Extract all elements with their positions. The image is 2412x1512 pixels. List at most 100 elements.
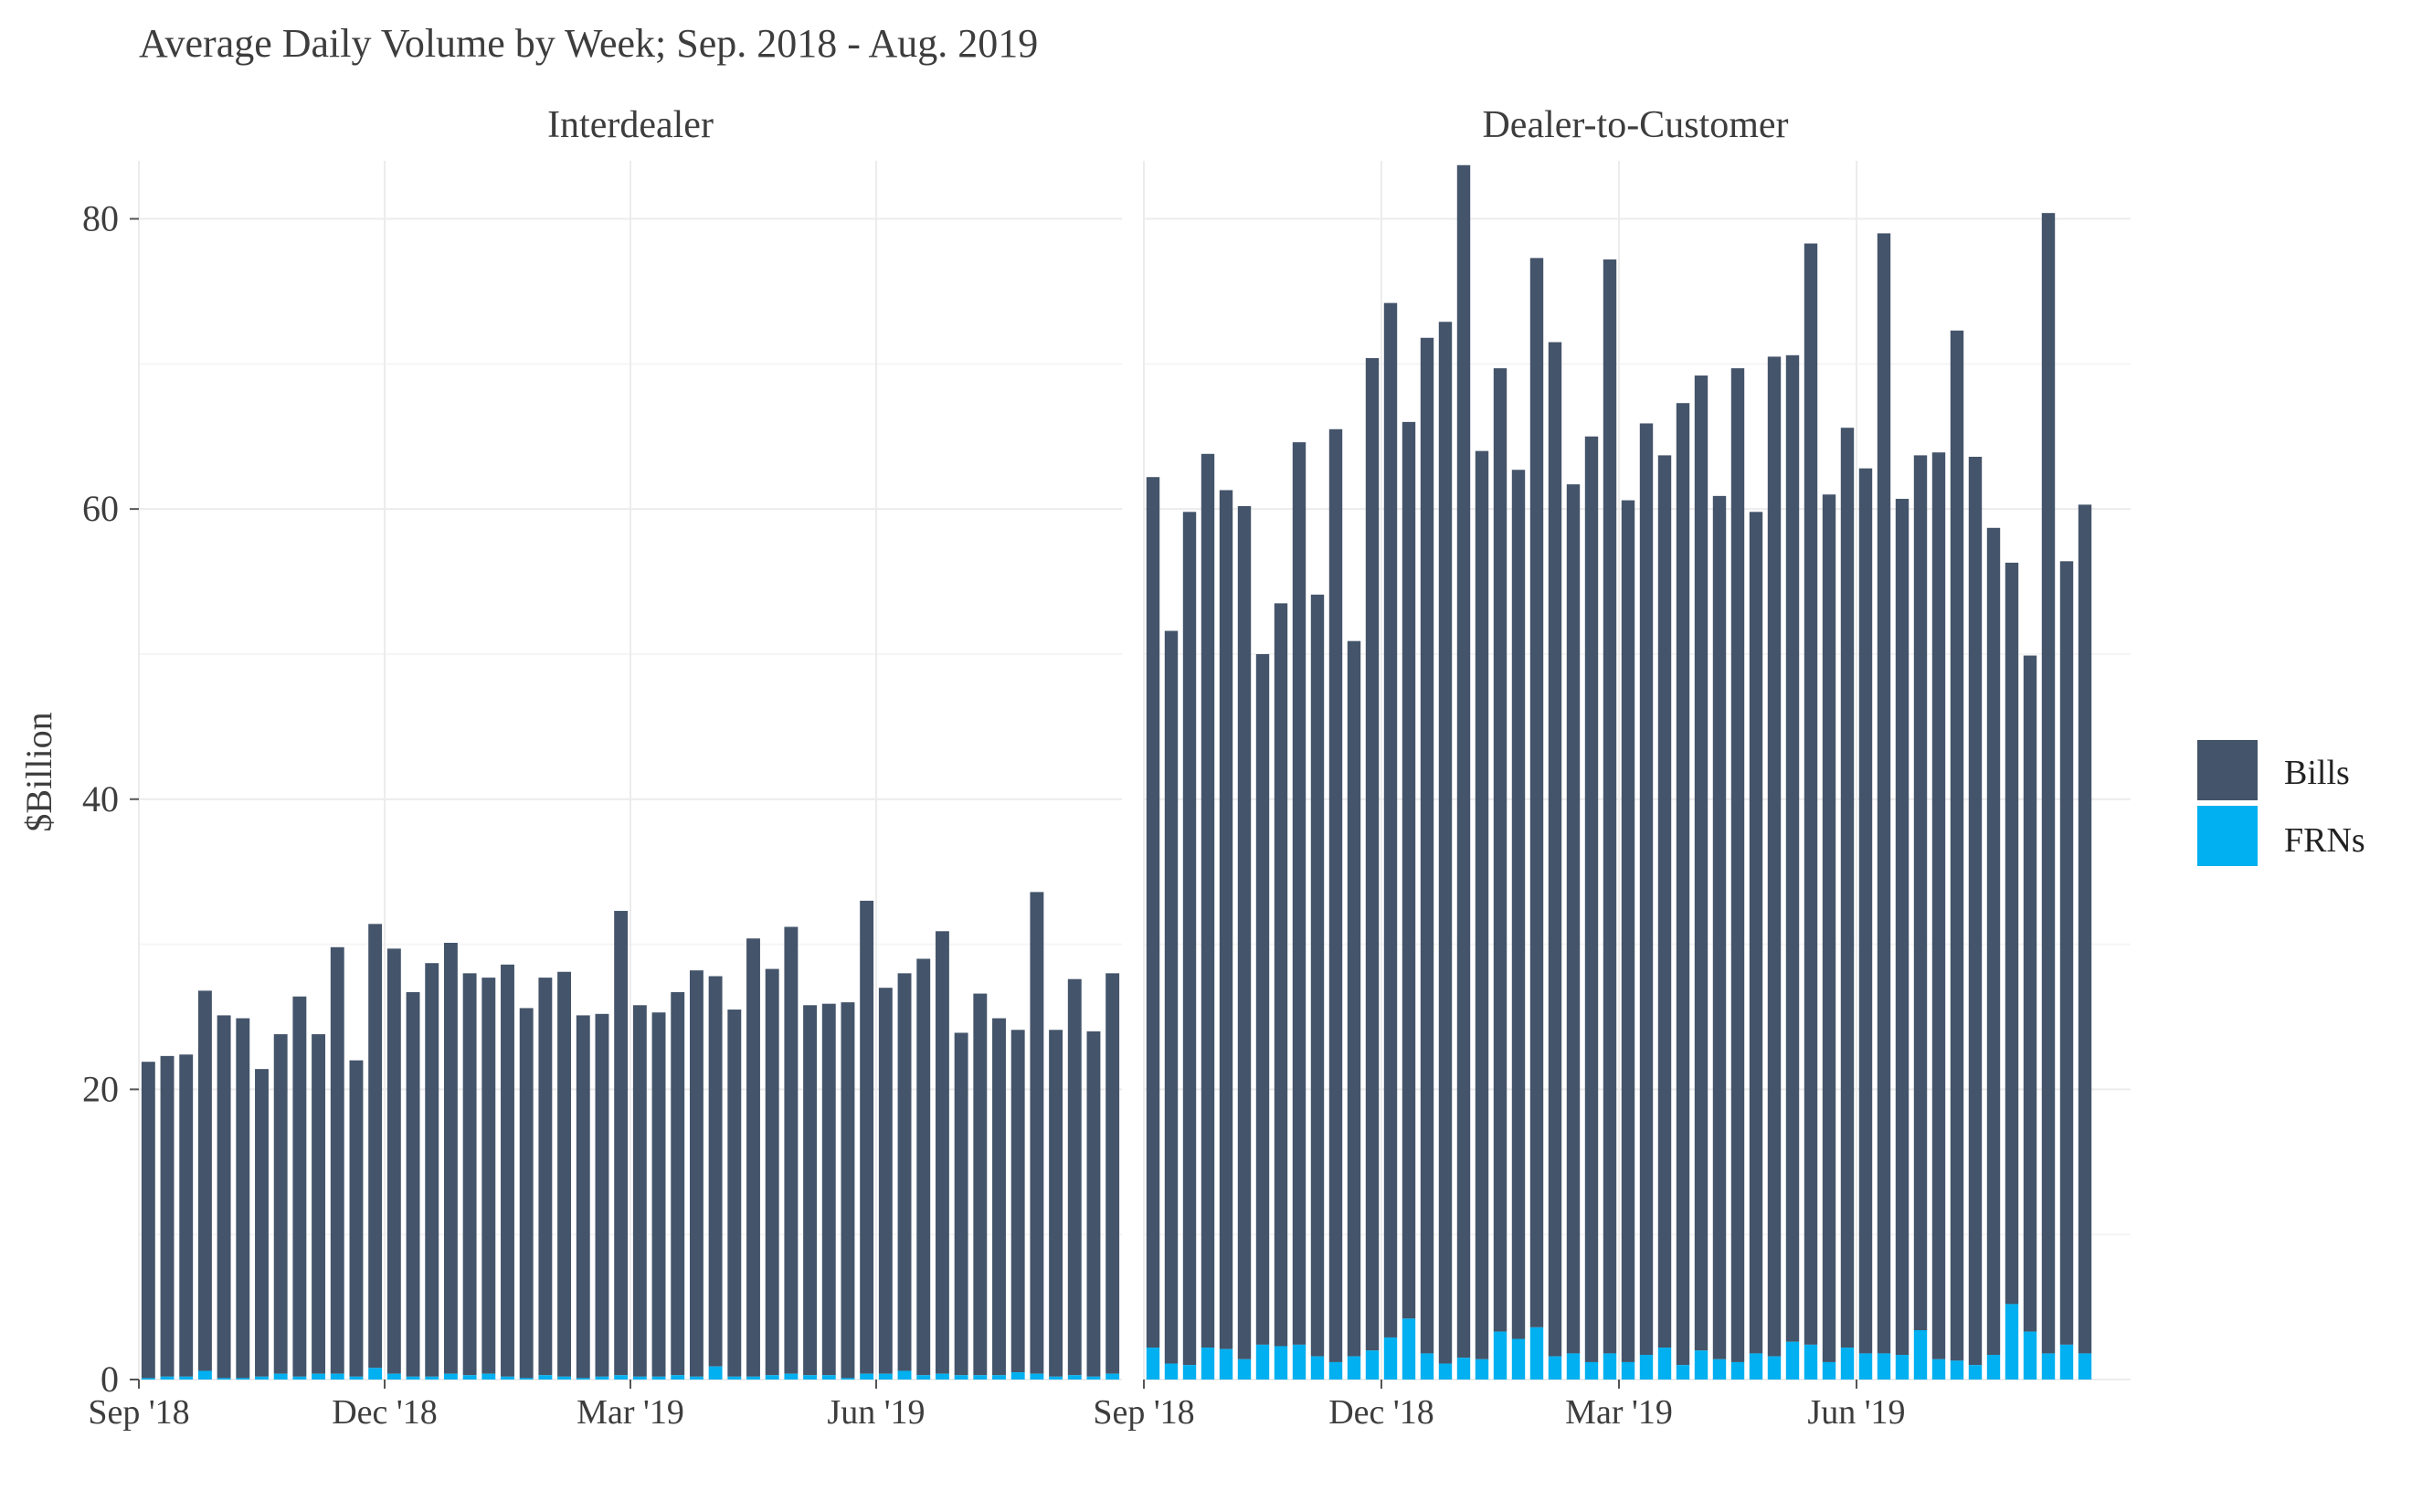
bar-frns: [1067, 1375, 1082, 1380]
bar-bills: [916, 958, 931, 1376]
bar-bills: [2041, 213, 2056, 1354]
bar-frns: [708, 1366, 723, 1380]
bar-bills: [1676, 403, 1690, 1366]
x-tick-label: Dec '18: [1328, 1393, 1434, 1432]
bar-frns: [1895, 1355, 1910, 1380]
bar-frns: [1049, 1376, 1063, 1380]
bar-frns: [614, 1375, 629, 1380]
bar-bills: [1639, 423, 1654, 1356]
bar-frns: [538, 1375, 553, 1380]
bar-bills: [746, 938, 760, 1377]
bar-frns: [1106, 1373, 1120, 1380]
bar-frns: [576, 1378, 590, 1380]
bar-frns: [1456, 1358, 1471, 1380]
bar-bills: [1328, 428, 1343, 1362]
bar-frns: [916, 1375, 931, 1380]
bar-frns: [292, 1376, 307, 1380]
bars-layer: [141, 164, 2092, 1380]
x-tick-label: Jun '19: [827, 1393, 925, 1432]
bar-bills: [1621, 500, 1635, 1362]
bar-frns: [2005, 1304, 2019, 1380]
bar-frns: [671, 1375, 685, 1380]
bar-bills: [1712, 495, 1727, 1359]
bar-bills: [406, 991, 420, 1377]
bar-bills: [1106, 973, 1120, 1374]
bar-frns: [1822, 1361, 1836, 1380]
bar-bills: [1694, 375, 1708, 1351]
bar-frns: [2041, 1353, 2056, 1380]
bar-frns: [330, 1373, 344, 1380]
bar-bills: [1968, 456, 1983, 1366]
bar-bills: [1030, 892, 1044, 1374]
bar-frns: [1328, 1361, 1343, 1380]
bar-bills: [1804, 243, 1818, 1345]
bar-bills: [481, 978, 496, 1374]
bar-bills: [727, 1010, 742, 1377]
bar-frns: [160, 1376, 175, 1380]
legend-swatch-bills: [2197, 740, 2258, 800]
bar-frns: [1840, 1348, 1855, 1380]
bar-bills: [1767, 356, 1782, 1357]
bar-frns: [179, 1376, 194, 1380]
bar-bills: [1931, 452, 1946, 1359]
bar-bills: [2023, 655, 2037, 1332]
bar-frns: [1438, 1363, 1453, 1380]
bar-bills: [897, 973, 912, 1371]
panel-grids: [138, 161, 2131, 1380]
bar-bills: [632, 1005, 647, 1377]
bar-frns: [689, 1376, 704, 1380]
bar-bills: [501, 964, 514, 1377]
bar-frns: [557, 1376, 572, 1380]
bar-frns: [1804, 1344, 1818, 1380]
bar-bills: [1347, 640, 1361, 1357]
bar-bills: [1067, 978, 1082, 1376]
bar-bills: [386, 948, 401, 1374]
bar-frns: [1621, 1361, 1635, 1380]
bar-frns: [1274, 1346, 1288, 1380]
bar-bills: [1365, 357, 1380, 1351]
bar-frns: [1493, 1331, 1508, 1380]
bar-frns: [519, 1378, 534, 1380]
legend-label-frns: FRNs: [2284, 821, 2365, 860]
bar-frns: [1548, 1356, 1562, 1380]
x-tick-label: Dec '18: [332, 1393, 438, 1432]
bar-bills: [1529, 258, 1544, 1327]
bar-bills: [708, 976, 723, 1367]
bar-bills: [1201, 453, 1215, 1348]
bar-bills: [765, 968, 779, 1376]
bar-bills: [2005, 562, 2019, 1305]
bar-frns: [349, 1376, 364, 1380]
y-tick-label: 80: [82, 198, 119, 239]
bar-bills: [1310, 594, 1325, 1357]
bar-bills: [1438, 322, 1453, 1364]
bar-bills: [595, 1013, 609, 1377]
bar-frns: [1603, 1353, 1617, 1380]
bar-frns: [1347, 1356, 1361, 1380]
bar-frns: [1694, 1350, 1708, 1380]
bar-frns: [1010, 1372, 1025, 1380]
bar-frns: [1164, 1363, 1179, 1380]
bar-bills: [1657, 455, 1672, 1348]
bar-frns: [841, 1378, 855, 1380]
y-axis-label: $Billion: [18, 712, 59, 831]
bar-frns: [897, 1370, 912, 1380]
x-tick-label: Jun '19: [1807, 1393, 1905, 1432]
bar-bills: [1749, 512, 1763, 1354]
bar-bills: [1858, 468, 1873, 1354]
bar-bills: [1895, 499, 1910, 1356]
bar-bills: [935, 931, 949, 1374]
bar-bills: [273, 1034, 288, 1374]
bar-bills: [1785, 354, 1800, 1342]
bar-frns: [1785, 1341, 1800, 1380]
bar-bills: [1822, 494, 1836, 1362]
bar-frns: [935, 1373, 949, 1380]
bar-bills: [1049, 1030, 1063, 1377]
bar-bills: [1603, 259, 1617, 1354]
bar-frns: [992, 1375, 1006, 1380]
bar-bills: [1730, 368, 1745, 1362]
bar-bills: [1164, 630, 1179, 1364]
bar-bills: [443, 942, 458, 1374]
bar-bills: [349, 1060, 364, 1377]
axis-layer: Sep '18 Dec '18 Mar '19 Jun '19 Sep '18 Dec '…: [82, 198, 1906, 1432]
